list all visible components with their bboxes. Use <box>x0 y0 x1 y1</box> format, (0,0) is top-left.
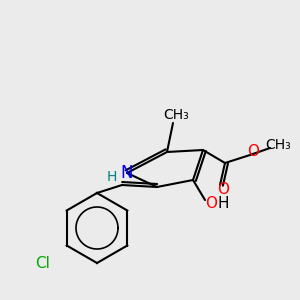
Text: CH₃: CH₃ <box>265 138 291 152</box>
Text: H: H <box>107 170 117 184</box>
Text: N: N <box>121 164 133 182</box>
Text: O: O <box>247 145 259 160</box>
Text: CH₃: CH₃ <box>163 108 189 122</box>
Text: H: H <box>217 196 229 211</box>
Text: O: O <box>205 196 217 211</box>
Text: Cl: Cl <box>36 256 50 271</box>
Text: O: O <box>217 182 229 197</box>
